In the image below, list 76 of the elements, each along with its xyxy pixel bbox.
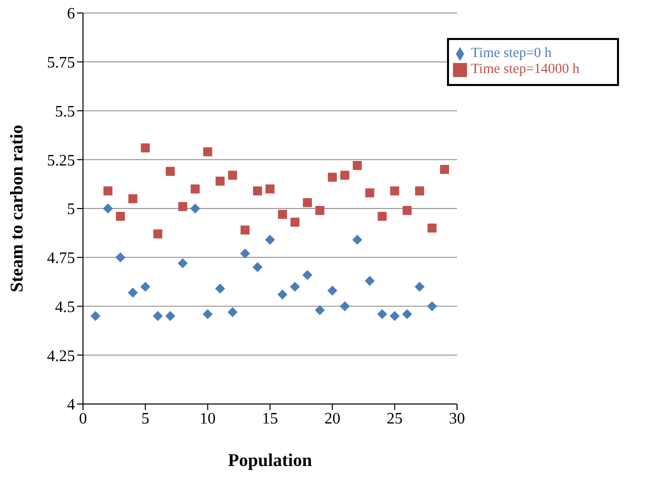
point — [103, 186, 112, 196]
point — [315, 206, 324, 215]
y-tick-label: 5.75 — [47, 54, 75, 72]
point — [240, 248, 250, 258]
point — [402, 309, 412, 320]
point — [178, 258, 188, 268]
point — [340, 170, 350, 180]
point — [440, 164, 450, 174]
point — [140, 282, 150, 292]
point — [414, 282, 425, 292]
y-tick-label: 4 — [67, 396, 75, 414]
x-tick-label: 30 — [449, 410, 465, 428]
point — [402, 206, 412, 215]
legend-label: Time step=0 h — [471, 46, 552, 61]
point — [115, 252, 126, 262]
x-tick-label: 20 — [324, 410, 340, 428]
point — [228, 170, 238, 180]
x-tick-label: 0 — [79, 410, 87, 428]
point — [314, 305, 325, 316]
point — [228, 307, 238, 318]
point — [266, 184, 274, 194]
point — [415, 186, 424, 196]
point — [215, 284, 226, 294]
x-tick-label: 10 — [200, 410, 216, 428]
point — [365, 188, 374, 198]
point — [178, 202, 188, 212]
point — [166, 166, 175, 176]
point — [128, 194, 138, 204]
point — [190, 204, 200, 214]
point — [364, 276, 375, 286]
point — [102, 204, 113, 214]
point — [377, 309, 388, 320]
y-tick-label: 4.5 — [55, 298, 75, 316]
point — [252, 262, 263, 272]
point — [128, 288, 138, 298]
point — [428, 224, 437, 233]
point — [90, 311, 100, 322]
point — [302, 270, 312, 280]
point — [277, 290, 288, 300]
x-axis-title: Population — [228, 450, 312, 470]
point — [327, 286, 338, 296]
point — [216, 176, 225, 186]
y-tick-label: 5.25 — [47, 152, 75, 170]
point — [427, 301, 438, 312]
point — [278, 210, 287, 219]
y-tick-label: 5.5 — [55, 103, 75, 120]
point — [202, 309, 213, 320]
point — [390, 311, 400, 322]
point — [352, 234, 362, 245]
point — [140, 143, 150, 152]
y-axis-title: Steam to carbon ratio — [6, 124, 26, 292]
point — [290, 218, 300, 227]
point — [165, 311, 176, 322]
point — [116, 212, 125, 221]
point — [290, 282, 300, 292]
point — [265, 234, 275, 245]
x-tick-label: 15 — [262, 410, 278, 428]
x-tick-label: 25 — [386, 410, 403, 428]
y-tick-label: 4.25 — [47, 348, 75, 365]
point — [302, 198, 312, 208]
point — [378, 212, 387, 221]
x-tick-label: 5 — [141, 410, 150, 428]
point — [240, 226, 250, 235]
point — [390, 186, 400, 196]
y-tick-label: 4.75 — [47, 250, 75, 268]
point — [253, 186, 262, 196]
point — [352, 160, 362, 170]
point — [328, 172, 337, 182]
point — [190, 184, 200, 194]
point — [152, 311, 163, 322]
y-tick-label: 5 — [67, 201, 75, 218]
legend-label: Time step=14000 h — [471, 62, 580, 77]
point — [340, 301, 350, 312]
point — [203, 147, 212, 156]
point — [153, 229, 162, 238]
y-tick-label: 6 — [67, 6, 75, 23]
